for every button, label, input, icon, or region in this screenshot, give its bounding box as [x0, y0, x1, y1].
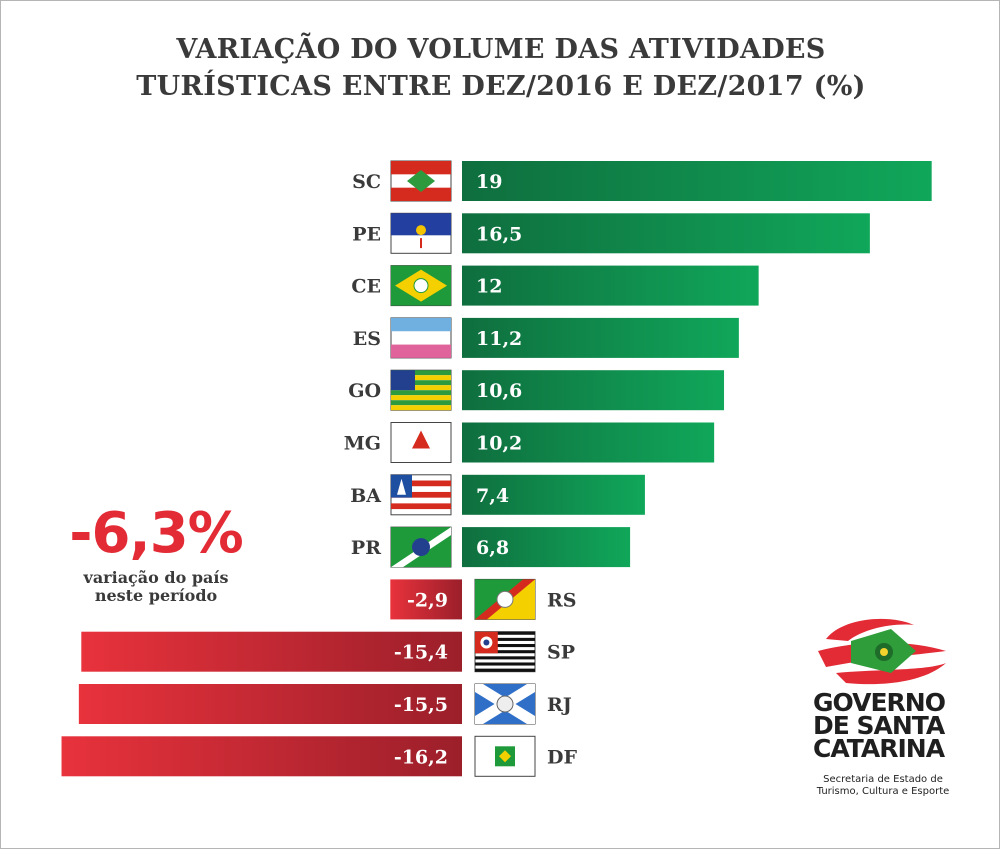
- governo-sc-logo-icon: [818, 618, 946, 685]
- category-label-df: DF: [547, 746, 577, 768]
- flag-mg-icon: [390, 422, 452, 463]
- flag-rj-icon: [474, 683, 536, 725]
- bar-ba: [462, 474, 645, 515]
- flag-go-icon: [390, 369, 452, 411]
- bar-sp: [81, 631, 462, 672]
- national-variation-caption: variação do país neste período: [41, 569, 271, 605]
- flag-ce-icon: [390, 265, 452, 307]
- bar-value-label-rj: -15,5: [394, 694, 448, 716]
- category-label-rs: RS: [547, 589, 577, 611]
- category-label-pe: PE: [352, 223, 381, 245]
- bar-value-label-mg: 10,2: [476, 433, 522, 455]
- national-caption-line-1: variação do país: [83, 568, 229, 587]
- category-label-pr: PR: [351, 537, 381, 559]
- chart-title-line-1: VARIAÇÃO DO VOLUME DAS ATIVIDADES: [176, 34, 826, 65]
- flag-es-icon: [390, 317, 452, 359]
- category-label-sc: SC: [352, 171, 381, 193]
- flag-sp-icon: [474, 631, 536, 673]
- logo-name-line-2: DE SANTA: [813, 711, 945, 740]
- logo-department-line-2: Turismo, Cultura e Esporte: [816, 786, 950, 797]
- flag-pr-icon: [390, 526, 452, 568]
- category-label-sp: SP: [547, 642, 575, 664]
- category-label-ce: CE: [351, 276, 381, 298]
- category-label-mg: MG: [344, 433, 381, 455]
- bar-ce: [462, 265, 759, 306]
- bar-value-label-sp: -15,4: [394, 642, 448, 664]
- bar-pr: [462, 527, 631, 568]
- flag-rs-icon: [474, 578, 536, 620]
- logo-name-line-3: CATARINA: [813, 734, 945, 763]
- bar-df: [61, 736, 462, 777]
- flag-pe-icon: [390, 212, 452, 254]
- bar-value-label-ce: 12: [476, 276, 502, 298]
- bar-value-label-rs: -2,9: [407, 589, 448, 611]
- logo-name: GOVERNO DE SANTA CATARINA: [813, 688, 963, 763]
- flag-sc-icon: [390, 160, 452, 202]
- category-label-go: GO: [348, 380, 381, 402]
- flag-df-icon: [474, 735, 536, 777]
- category-label-rj: RJ: [547, 694, 572, 716]
- national-caption-line-2: neste período: [94, 586, 218, 605]
- bar-rs: [390, 579, 462, 620]
- bar-mg: [462, 422, 715, 463]
- bar-go: [462, 370, 725, 411]
- bar-value-label-sc: 19: [476, 171, 502, 193]
- national-variation: -6,3% variação do país neste período: [41, 499, 271, 605]
- bar-value-label-pr: 6,8: [476, 537, 509, 559]
- bar-rj: [78, 684, 462, 724]
- bar-value-label-es: 11,2: [476, 328, 522, 350]
- logo-name-line-1: GOVERNO: [813, 688, 946, 717]
- bar-value-label-go: 10,6: [476, 380, 522, 402]
- chart-title-line-2: TURÍSTICAS ENTRE DEZ/2016 E DEZ/2017 (%): [136, 71, 866, 102]
- bar-value-label-pe: 16,5: [476, 223, 522, 245]
- category-label-es: ES: [353, 328, 381, 350]
- logo-department-line-1: Secretaria de Estado de: [823, 774, 943, 785]
- bar-value-label-df: -16,2: [394, 746, 448, 768]
- bar-es: [462, 317, 739, 358]
- bar-sc: [462, 161, 932, 201]
- national-variation-value: -6,3%: [69, 501, 244, 566]
- flag-ba-icon: [390, 474, 452, 516]
- chart-title: VARIAÇÃO DO VOLUME DAS ATIVIDADES TURÍST…: [1, 31, 999, 105]
- category-label-ba: BA: [350, 485, 381, 507]
- logo-department: Secretaria de Estado de Turismo, Cultura…: [803, 774, 963, 798]
- bar-value-label-ba: 7,4: [476, 485, 509, 507]
- bar-pe: [462, 213, 870, 254]
